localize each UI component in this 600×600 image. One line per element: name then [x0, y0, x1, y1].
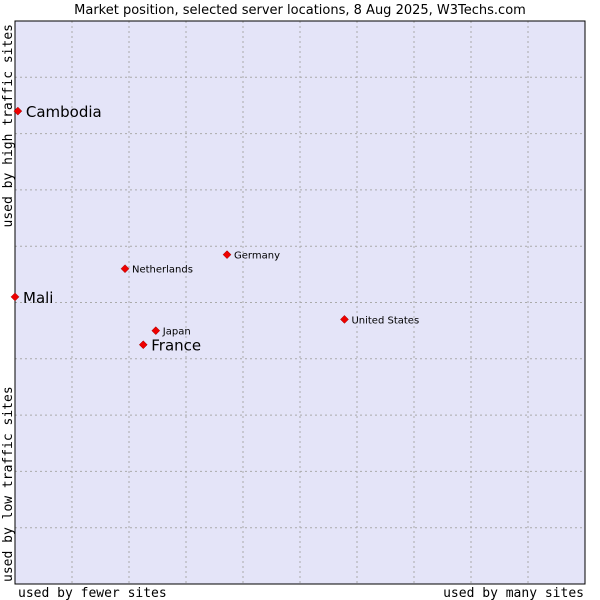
x-axis-label-right: used by many sites: [443, 586, 584, 600]
point-label-united-states: United States: [351, 315, 419, 326]
point-marker-japan: [151, 326, 161, 336]
point-label-germany: Germany: [234, 251, 280, 262]
point-label-netherlands: Netherlands: [132, 265, 193, 276]
chart-title: Market position, selected server locatio…: [74, 3, 526, 18]
point-label-mali: Mali: [23, 289, 53, 307]
point-marker-mali: [10, 292, 20, 302]
point-marker-united-states: [340, 315, 349, 324]
point-label-japan: Japan: [162, 327, 191, 338]
point-marker-cambodia: [13, 106, 23, 116]
y-axis-label-top: used by high traffic sites: [1, 24, 16, 228]
x-axis-label-left: used by fewer sites: [18, 586, 167, 600]
plot-border: [14, 20, 586, 585]
point-marker-france: [138, 340, 148, 350]
point-marker-germany: [222, 250, 232, 259]
point-marker-netherlands: [120, 264, 130, 274]
grid-lines: [15, 21, 585, 584]
point-label-cambodia: Cambodia: [26, 103, 102, 121]
point-label-france: France: [151, 337, 201, 355]
y-axis-label-bottom: used by low traffic sites: [1, 386, 16, 582]
